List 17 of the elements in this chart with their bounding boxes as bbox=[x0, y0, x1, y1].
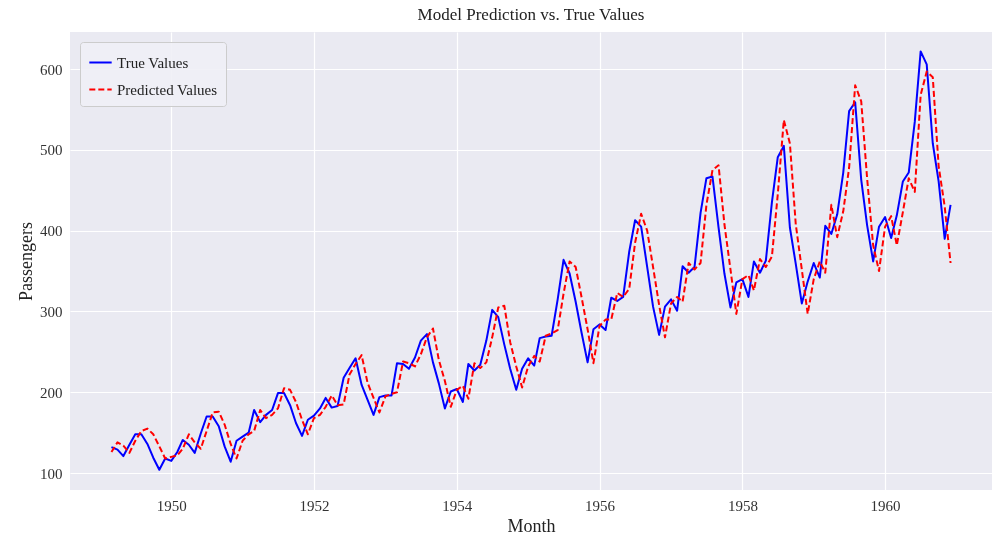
legend-label: True Values bbox=[117, 54, 189, 71]
x-tick-label: 1954 bbox=[442, 497, 473, 514]
y-axis-title: Passengers bbox=[16, 222, 36, 301]
x-tick-label: 1952 bbox=[299, 497, 330, 514]
x-tick-label: 1958 bbox=[727, 497, 758, 514]
y-tick-label: 400 bbox=[40, 223, 63, 240]
y-tick-label: 300 bbox=[40, 303, 63, 320]
y-tick-label: 200 bbox=[40, 384, 63, 401]
x-tick-label: 1960 bbox=[870, 497, 901, 514]
y-tick-label: 500 bbox=[40, 142, 63, 159]
x-tick-label: 1950 bbox=[156, 497, 187, 514]
x-tick-label: 1956 bbox=[585, 497, 616, 514]
y-tick-label: 100 bbox=[40, 465, 63, 482]
y-tick-label: 600 bbox=[40, 61, 63, 78]
x-axis-title: Month bbox=[507, 515, 556, 536]
legend-label: Predicted Values bbox=[117, 81, 218, 98]
chart-title: Model Prediction vs. True Values bbox=[417, 5, 645, 24]
